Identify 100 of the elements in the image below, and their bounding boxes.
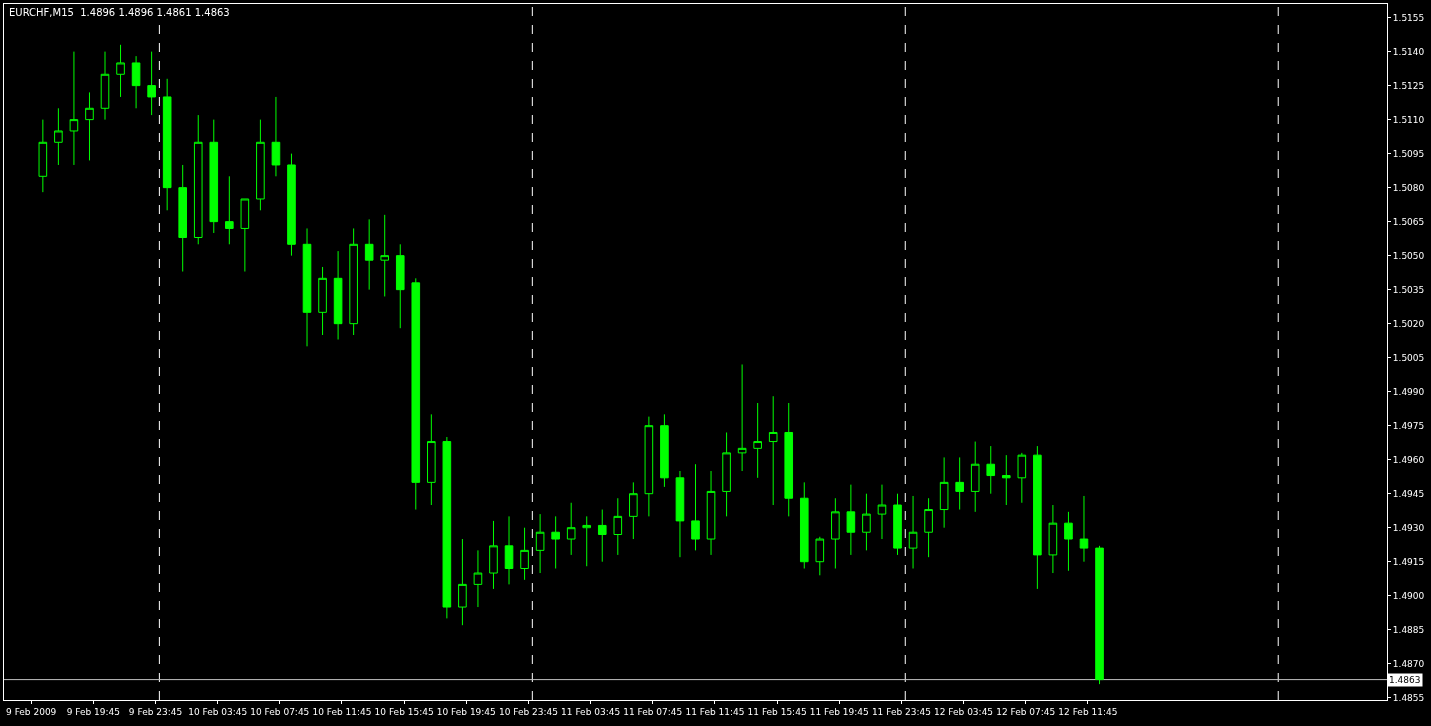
x-tick-label: 12 Feb 03:45 [934,706,994,717]
candlestick [116,44,125,98]
y-tick-label: 1.5035 [1392,284,1425,295]
chart-title: EURCHF,M15 1.4896 1.4896 1.4861 1.4863 [9,7,230,18]
y-tick-label: 1.5050 [1392,250,1425,261]
candlestick [644,416,654,517]
candlestick [318,266,327,336]
candlestick [706,470,716,556]
candlestick [54,107,63,166]
x-tick-label: 10 Feb 03:45 [188,706,248,717]
candlestick [535,513,545,574]
candlestick [784,402,794,517]
candlestick [256,119,265,211]
x-tick-label: 9 Feb 23:45 [128,706,183,717]
y-tick-label: 1.4930 [1392,522,1425,533]
x-tick-label: 12 Feb 11:45 [1058,706,1118,717]
x-tick-label: 9 Feb 19:45 [66,706,121,717]
y-tick-label: 1.4915 [1392,556,1425,567]
candlestick [333,250,343,341]
candlestick [908,495,918,570]
y-tick-label: 1.4885 [1392,624,1425,635]
candlestick [551,515,560,570]
x-tick-label: 10 Feb 15:45 [374,706,434,717]
y-tick-label: 1.4945 [1392,488,1425,499]
candlestick [162,78,172,211]
y-tick-label: 1.4960 [1392,454,1425,465]
y-tick-label: 1.5140 [1392,46,1425,57]
candlestick [240,198,250,273]
candlestick [893,493,902,556]
candlestick [924,497,933,558]
y-tick-label: 1.5110 [1392,114,1425,125]
candlestick [862,493,871,551]
x-tick-label: 10 Feb 23:45 [498,706,558,717]
x-tick-label: 10 Feb 11:45 [312,706,372,717]
candlestick [69,51,79,166]
candlestick [193,114,203,245]
candlestick [364,218,374,291]
candlestick [287,153,296,257]
y-tick-label: 1.5125 [1392,80,1425,91]
candlestick [302,227,312,347]
y-tick-label: 1.4870 [1392,658,1425,669]
candlestick [1017,452,1027,504]
candlestick [1001,454,1011,506]
x-tick-label: 11 Feb 19:45 [809,706,869,717]
candlestick [799,481,809,570]
y-tick-label: 1.5095 [1392,148,1425,159]
candlestick [271,96,281,177]
y-tick-label: 1.4900 [1392,590,1425,601]
ref-line-label: 1.4863 [1389,675,1421,685]
candlestick [178,164,188,273]
candlestick [955,456,964,511]
candlestick [986,445,996,495]
candlestick [1048,504,1058,574]
candlestick [1033,445,1042,590]
candlestick [722,431,731,517]
candlestick [458,538,467,626]
candlestick [970,441,980,513]
y-tick-label: 1.5020 [1392,318,1425,329]
y-tick-label: 1.4975 [1392,420,1425,431]
x-tick-label: 11 Feb 07:45 [623,706,683,717]
x-tick-label: 9 Feb 2009 [6,706,57,717]
candlestick [753,402,762,479]
x-tick-label: 10 Feb 19:45 [436,706,496,717]
candlestick [380,214,390,297]
x-tick-label: 11 Feb 11:45 [685,706,745,717]
candlestick [411,277,421,511]
candlestick [737,363,747,472]
x-tick-label: 10 Feb 07:45 [250,706,310,717]
candlestick [147,51,156,116]
x-tick-label: 12 Feb 07:45 [996,706,1056,717]
candlestick [660,413,669,488]
candlestick [395,243,405,329]
candlestick [1079,495,1089,563]
y-tick-label: 1.5065 [1392,216,1425,227]
candlestick [566,502,576,556]
candlestick [768,395,778,506]
candlestick [209,119,219,234]
candlestick [629,481,638,540]
x-tick-label: 11 Feb 15:45 [747,706,807,717]
candlestick [831,497,840,570]
candlestick [582,515,592,567]
candlestick [85,91,94,161]
candlestick [427,413,436,506]
y-tick-label: 1.5005 [1392,352,1425,363]
candlestick [442,436,452,619]
candlestick [473,549,483,608]
candlestick [349,227,358,336]
candlestick [38,119,48,193]
candlestick [489,520,498,590]
candlestick [1064,511,1073,572]
candlestick [939,456,949,529]
candlestick [691,463,700,551]
candlestick [131,55,141,109]
candlestick [846,484,856,556]
candlestick [100,51,110,121]
candlestick [877,484,887,540]
y-tick-label: 1.4855 [1392,692,1425,703]
candlestick [520,527,529,581]
candlestick [613,497,623,556]
candlestick [1095,545,1104,685]
